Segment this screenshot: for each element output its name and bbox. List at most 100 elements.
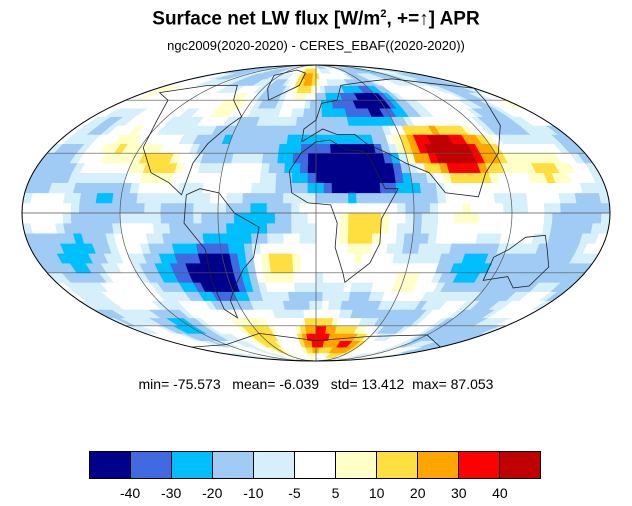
map-cell	[388, 212, 399, 224]
map-cell	[274, 202, 284, 214]
map-cell	[268, 162, 278, 173]
map-cell	[315, 281, 324, 292]
map-cell	[388, 222, 398, 234]
map-cell	[446, 212, 456, 224]
map-cell	[330, 262, 340, 274]
map-cell	[486, 202, 497, 214]
map-cell	[235, 243, 246, 254]
map-cell	[371, 232, 382, 244]
map-cell	[218, 232, 229, 244]
map-cell	[283, 192, 293, 204]
map-cell	[291, 172, 301, 183]
map-cell	[429, 202, 439, 214]
map-cell	[309, 107, 317, 117]
longitude-line	[315, 65, 513, 361]
map-cell	[486, 212, 497, 224]
map-cell	[361, 253, 372, 264]
map-cell	[307, 232, 317, 244]
map-cell	[338, 253, 348, 264]
map-cell	[294, 134, 303, 144]
map-cell	[46, 212, 56, 224]
map-cell	[396, 222, 406, 234]
map-cell	[184, 202, 195, 214]
map-cell	[307, 262, 317, 274]
map-cell	[202, 232, 213, 244]
map-cell	[304, 317, 312, 327]
map-cell	[168, 192, 179, 204]
map-cell	[323, 232, 333, 244]
coastline	[183, 188, 260, 319]
map-cell	[576, 202, 586, 214]
map-cell	[274, 212, 284, 224]
map-cell	[330, 272, 339, 283]
map-cell	[378, 243, 389, 254]
map-cell	[323, 262, 332, 274]
map-cell	[503, 212, 513, 224]
map-cell	[364, 192, 374, 204]
map-cell	[345, 152, 355, 164]
map-cell	[494, 202, 505, 214]
map-cell	[275, 232, 285, 244]
map-cell	[437, 212, 448, 224]
map-cell	[275, 243, 285, 254]
map-cell	[242, 232, 253, 244]
map-cell	[413, 202, 423, 214]
map-cell	[420, 222, 431, 234]
map-cell	[503, 202, 513, 214]
map-cell	[469, 222, 480, 234]
map-cell	[233, 212, 244, 224]
map-cell	[234, 192, 244, 204]
map-cell	[128, 192, 139, 204]
map-cell	[303, 107, 311, 117]
colorbar-swatch	[213, 452, 254, 478]
map-cell	[127, 202, 138, 214]
map-cell	[371, 182, 382, 194]
map-cell	[379, 182, 390, 194]
map-cell	[347, 243, 357, 254]
map-cell	[311, 78, 317, 86]
map-cell	[168, 222, 179, 234]
map-cell	[54, 212, 64, 224]
map-cell	[128, 222, 139, 234]
map-cell	[347, 172, 357, 183]
map-border	[21, 64, 611, 362]
map-cell	[310, 333, 317, 341]
map-cell	[278, 143, 288, 154]
map-cell	[453, 222, 464, 234]
map-cell	[292, 253, 301, 264]
map-cell	[252, 253, 263, 264]
map-cell	[395, 182, 406, 194]
map-cell	[144, 202, 154, 214]
map-cell	[291, 243, 301, 254]
map-cell	[527, 212, 537, 224]
longitude-line	[119, 65, 317, 361]
map-cell	[397, 202, 407, 214]
map-cell	[323, 162, 333, 173]
map-cell	[315, 232, 325, 244]
map-cell	[470, 202, 480, 214]
map-cell	[193, 202, 203, 214]
map-cell	[372, 202, 382, 214]
map-cell	[302, 300, 311, 310]
map-cell	[355, 182, 365, 194]
map-cell	[185, 222, 196, 234]
map-cell	[310, 325, 317, 334]
map-cell	[348, 212, 358, 224]
map-cell	[111, 212, 121, 224]
map-cell	[405, 212, 415, 224]
map-cell	[299, 202, 309, 214]
map-cell	[315, 291, 324, 301]
map-cell	[322, 291, 331, 301]
map-cell	[291, 202, 301, 214]
map-cell	[315, 309, 323, 319]
map-cell	[252, 162, 263, 173]
map-cell	[103, 212, 113, 224]
map-cell	[226, 192, 236, 204]
map-cell	[258, 222, 268, 234]
map-cell	[315, 272, 324, 283]
map-cell	[209, 212, 219, 224]
map-cell	[258, 212, 268, 224]
map-cell	[258, 202, 268, 214]
map-cell	[511, 212, 521, 224]
